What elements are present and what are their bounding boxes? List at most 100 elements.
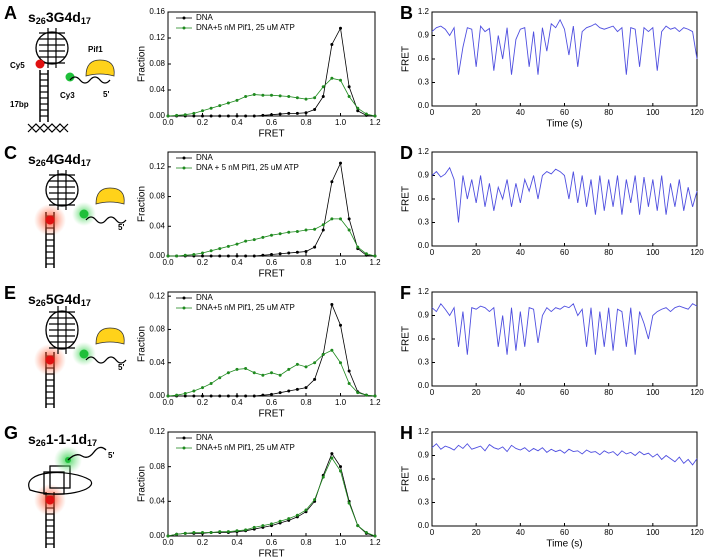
x-tick-label: 0.8 bbox=[300, 538, 312, 547]
data-point bbox=[373, 114, 377, 118]
x-tick-label: 1.0 bbox=[335, 258, 347, 267]
x-tick-label: 1.2 bbox=[369, 538, 381, 547]
data-point bbox=[218, 114, 222, 118]
data-point bbox=[192, 531, 196, 535]
data-point bbox=[218, 104, 222, 108]
x-tick-label: 80 bbox=[604, 248, 613, 257]
data-point bbox=[313, 227, 317, 231]
legend-marker bbox=[182, 446, 186, 450]
x-tick-label: 100 bbox=[646, 248, 660, 257]
data-point bbox=[339, 469, 342, 473]
data-point bbox=[201, 114, 204, 118]
construct-name-part: 26 bbox=[36, 298, 46, 308]
y-tick-label: 0.00 bbox=[149, 111, 165, 120]
y-tick-label: 0.08 bbox=[149, 325, 165, 334]
x-tick-label: 100 bbox=[646, 388, 660, 397]
pif1-helicase bbox=[95, 187, 125, 205]
data-point bbox=[304, 508, 308, 512]
data-point bbox=[209, 249, 213, 253]
construct-name-part: s bbox=[28, 431, 36, 447]
data-point bbox=[287, 517, 291, 521]
x-tick-label: 40 bbox=[516, 108, 525, 117]
y-tick-label: 0.6 bbox=[418, 474, 430, 483]
data-point bbox=[261, 373, 265, 377]
pif1-helicase bbox=[95, 327, 125, 345]
data-point bbox=[321, 475, 325, 479]
x-tick-label: 0 bbox=[430, 528, 435, 537]
x-tick-label: 20 bbox=[472, 108, 481, 117]
x-tick-label: 0 bbox=[430, 388, 435, 397]
data-line bbox=[431, 302, 698, 355]
data-point bbox=[321, 228, 325, 232]
y-tick-label: 0.0 bbox=[418, 101, 430, 110]
data-point bbox=[235, 114, 239, 118]
x-tick-label: 0.4 bbox=[231, 118, 243, 127]
x-tick-label: 60 bbox=[560, 388, 569, 397]
data-point bbox=[270, 253, 273, 257]
x-tick-label: 120 bbox=[690, 248, 704, 257]
data-point bbox=[201, 109, 204, 113]
y-axis-label: FRET bbox=[401, 466, 412, 492]
data-point bbox=[201, 254, 204, 258]
length-label: 17bp bbox=[10, 100, 29, 109]
data-point bbox=[183, 253, 187, 257]
data-point bbox=[364, 393, 368, 397]
data-point bbox=[339, 217, 342, 221]
x-tick-label: 0.6 bbox=[266, 398, 278, 407]
x-tick-label: 0.6 bbox=[266, 538, 278, 547]
x-axis-label: Time (s) bbox=[546, 119, 582, 130]
legend-marker bbox=[182, 26, 186, 30]
x-tick-label: 0.8 bbox=[300, 258, 312, 267]
data-point bbox=[313, 108, 317, 111]
ssdna-tail bbox=[67, 446, 107, 461]
x-tick-label: 1.0 bbox=[335, 398, 347, 407]
data-point bbox=[166, 254, 170, 258]
five-prime-label: 5' bbox=[118, 363, 124, 372]
data-point bbox=[356, 106, 360, 110]
data-point bbox=[330, 180, 334, 184]
data-point bbox=[252, 114, 256, 118]
construct-name-part: 17 bbox=[81, 16, 91, 26]
y-tick-label: 0.3 bbox=[418, 498, 430, 507]
data-point bbox=[330, 43, 334, 46]
data-point bbox=[278, 519, 282, 523]
data-point bbox=[183, 113, 187, 117]
legend-label: DNA+5 nM Pif1, 25 uM ATP bbox=[196, 303, 295, 312]
y-axis-label: Fraction bbox=[137, 326, 148, 362]
data-line bbox=[168, 303, 376, 397]
data-point bbox=[183, 392, 187, 396]
data-point bbox=[261, 253, 265, 257]
data-point bbox=[201, 531, 204, 535]
construct-name-part: s bbox=[28, 291, 36, 307]
data-point bbox=[330, 452, 334, 456]
data-point bbox=[226, 394, 230, 398]
data-point bbox=[166, 394, 170, 398]
legend-marker bbox=[182, 166, 186, 170]
data-point bbox=[313, 498, 317, 502]
x-tick-label: 40 bbox=[516, 388, 525, 397]
data-point bbox=[295, 96, 299, 100]
data-point bbox=[175, 393, 179, 397]
data-point bbox=[218, 254, 222, 258]
data-point bbox=[261, 524, 265, 528]
data-point bbox=[339, 161, 342, 165]
data-point bbox=[235, 367, 239, 371]
data-point bbox=[287, 389, 291, 393]
construct-name-part: 26 bbox=[36, 16, 46, 26]
data-point bbox=[226, 371, 230, 375]
x-tick-label: 20 bbox=[472, 248, 481, 257]
data-point bbox=[330, 348, 334, 352]
data-point bbox=[313, 377, 317, 381]
cy5-dye bbox=[45, 495, 55, 505]
data-point bbox=[235, 242, 239, 246]
data-point bbox=[347, 501, 351, 505]
data-line bbox=[431, 166, 698, 223]
legend-label: DNA+5 nM Pif1, 25 uM ATP bbox=[196, 23, 295, 32]
data-point bbox=[235, 98, 239, 102]
surface-anchor bbox=[27, 123, 69, 133]
x-tick-label: 1.2 bbox=[369, 398, 381, 407]
plot-frame bbox=[431, 11, 698, 107]
data-point bbox=[304, 111, 308, 115]
panel-letter: B bbox=[400, 3, 413, 23]
data-line bbox=[167, 77, 376, 117]
